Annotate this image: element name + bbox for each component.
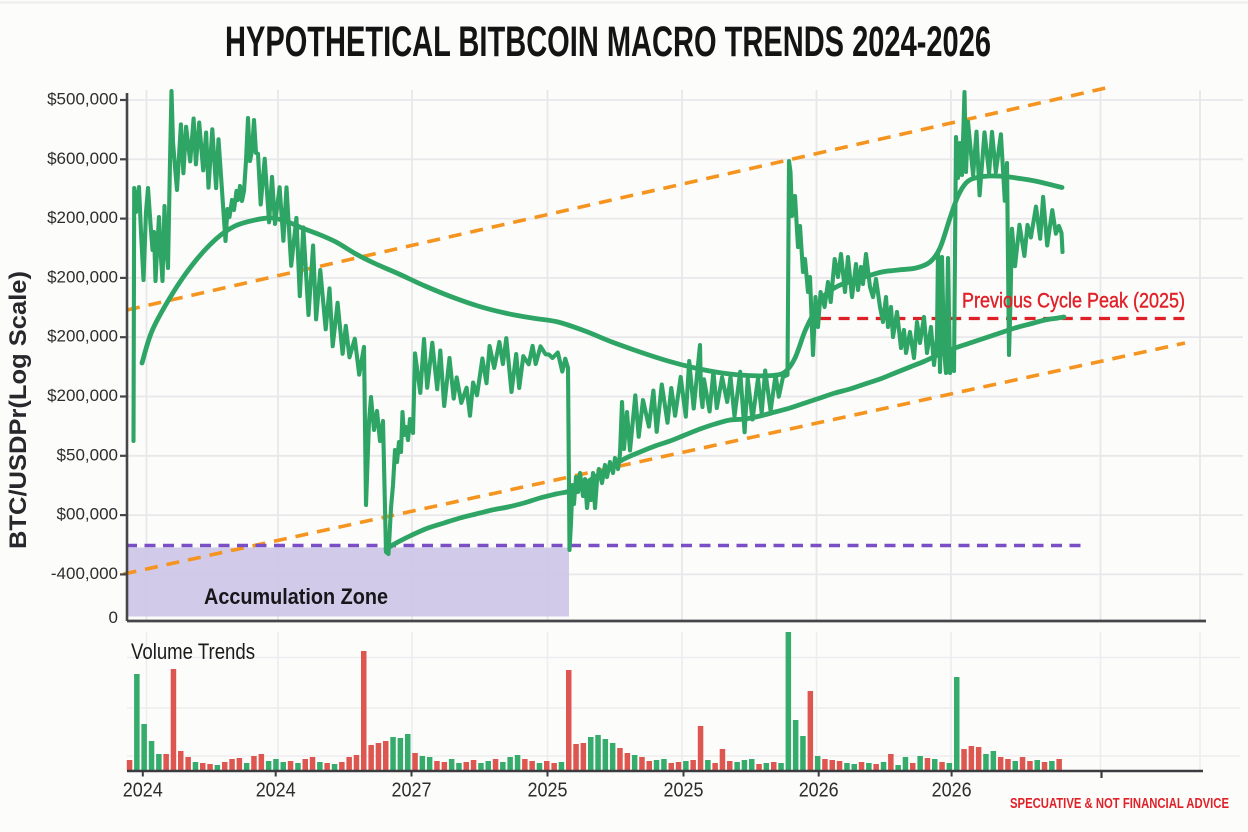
svg-text:0: 0	[109, 608, 118, 627]
svg-text:-400,000: -400,000	[51, 564, 118, 583]
svg-text:BTC/USDPr(Log Scale): BTC/USDPr(Log Scale)	[5, 271, 32, 549]
svg-text:$200,000: $200,000	[47, 267, 118, 286]
svg-text:$00,000: $00,000	[57, 505, 118, 524]
svg-text:$200,000: $200,000	[47, 327, 118, 346]
svg-text:Volume Trends: Volume Trends	[131, 639, 255, 664]
svg-text:$600,000: $600,000	[47, 149, 118, 168]
svg-text:Accumulation Zone: Accumulation Zone	[204, 584, 388, 609]
svg-text:Previous Cycle Peak (2025): Previous Cycle Peak (2025)	[962, 290, 1185, 313]
svg-text:2024: 2024	[256, 780, 296, 802]
svg-text:SPECUATIVE & NOT FINANCIAL ADV: SPECUATIVE & NOT FINANCIAL ADVICE	[1010, 796, 1229, 812]
svg-text:2026: 2026	[799, 780, 839, 802]
svg-text:2025: 2025	[664, 780, 704, 802]
svg-text:$50,000: $50,000	[57, 445, 118, 464]
svg-text:2025: 2025	[528, 780, 568, 802]
svg-text:$500,000: $500,000	[47, 90, 118, 109]
svg-text:$200,000: $200,000	[47, 386, 118, 405]
svg-text:HYPOTHETICAL BITBCOIN MACRO TR: HYPOTHETICAL BITBCOIN MACRO TRENDS 2024-…	[225, 18, 991, 66]
svg-text:2024: 2024	[123, 780, 163, 802]
svg-text:2027: 2027	[392, 780, 432, 802]
svg-text:$200,000: $200,000	[47, 208, 118, 227]
svg-text:2026: 2026	[932, 780, 972, 802]
